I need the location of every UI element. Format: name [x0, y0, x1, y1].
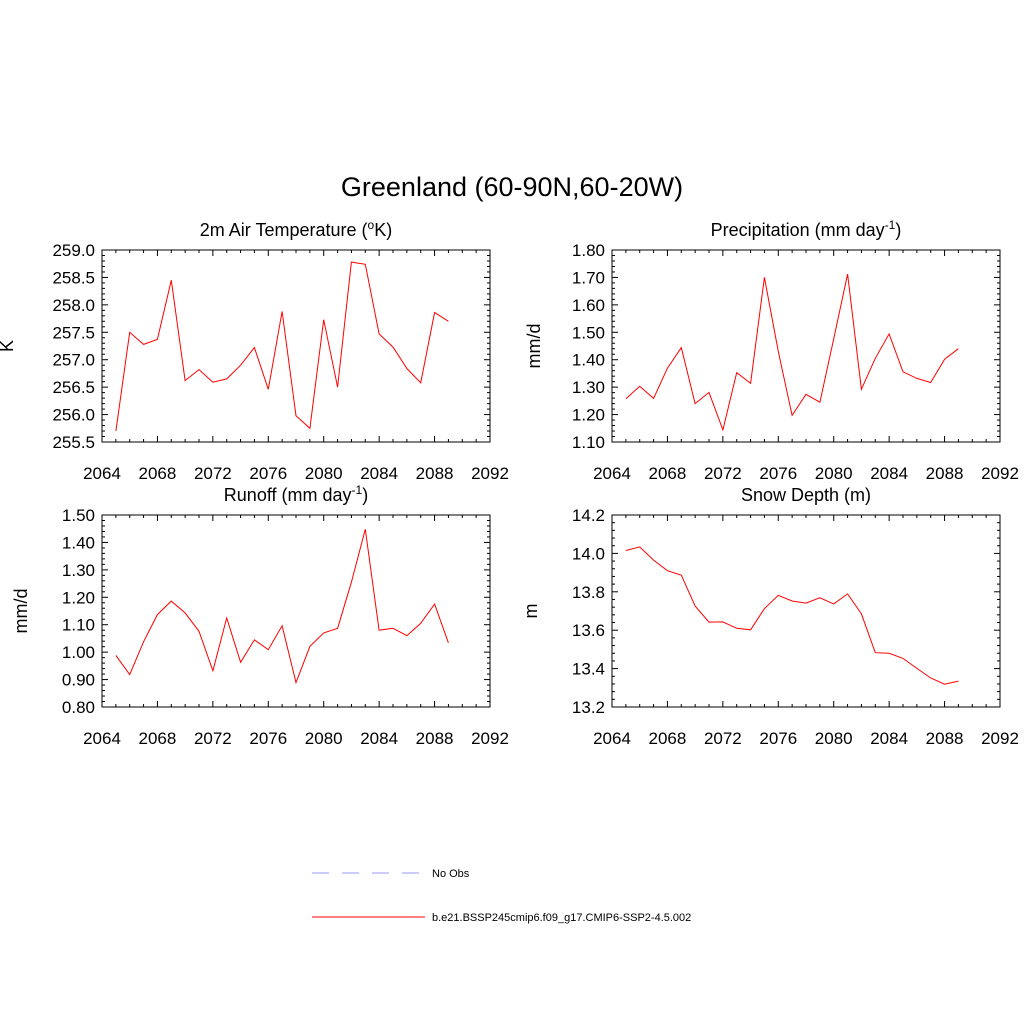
plot-frame	[611, 514, 1001, 708]
x-tick-label: 2064	[83, 729, 121, 748]
legend-entry: b.e21.BSSP245cmip6.f09_g17.CMIP6-SSP2-4.…	[312, 912, 691, 924]
y-axis-label: K	[0, 340, 17, 352]
y-tick-label: 256.5	[52, 378, 95, 397]
x-tick-label: 2084	[870, 464, 908, 483]
y-tick-label: 1.20	[62, 588, 95, 607]
chart-panel-snow: Snow Depth (m) 2064 2068 2072 2076 2080 2084 20…	[521, 485, 1019, 748]
x-tick-label: 2076	[249, 464, 287, 483]
y-tick-label: 14.2	[572, 506, 605, 525]
panel-title: Precipitation (mm day-1)	[711, 218, 902, 240]
y-tick-label: 13.6	[572, 621, 605, 640]
y-tick-label: 1.30	[62, 561, 95, 580]
x-tick-label: 2076	[759, 729, 797, 748]
y-tick-label: 255.5	[52, 433, 95, 452]
x-tick-label: 2092	[981, 729, 1019, 748]
series-line	[625, 546, 959, 685]
x-tick-label: 2064	[593, 729, 631, 748]
y-axis-label: mm/d	[524, 324, 544, 369]
y-tick-label: 1.50	[62, 506, 95, 525]
y-axis-label: mm/d	[11, 589, 31, 634]
x-tick-label: 2084	[360, 729, 398, 748]
series-line	[115, 261, 449, 432]
y-tick-label: 1.10	[62, 616, 95, 635]
y-tick-label: 259.0	[52, 241, 95, 260]
chart-panels: 2m Air Temperature (oK) 2064 2068 2072 2076 2…	[0, 218, 1019, 748]
y-tick-label: 0.80	[62, 698, 95, 717]
y-tick-label: 257.5	[52, 323, 95, 342]
y-tick-label: 1.50	[572, 323, 605, 342]
legend: No Obs b.e21.BSSP245cmip6.f09_g17.CMIP6-S…	[312, 868, 691, 924]
x-tick-label: 2084	[360, 464, 398, 483]
y-tick-label: 1.70	[572, 268, 605, 287]
x-tick-label: 2088	[416, 729, 454, 748]
x-tick-label: 2092	[981, 464, 1019, 483]
x-tick-label: 2064	[593, 464, 631, 483]
x-tick-label: 2088	[926, 464, 964, 483]
x-tick-label: 2088	[416, 464, 454, 483]
x-tick-label: 2076	[249, 729, 287, 748]
y-tick-label: 1.20	[572, 406, 605, 425]
y-tick-label: 1.60	[572, 296, 605, 315]
y-tick-label: 256.0	[52, 406, 95, 425]
x-tick-label: 2068	[649, 729, 687, 748]
panel-title: 2m Air Temperature (oK)	[200, 218, 392, 240]
x-tick-label: 2068	[139, 729, 177, 748]
y-tick-label: 13.8	[572, 583, 605, 602]
y-tick-label: 1.10	[572, 433, 605, 452]
x-tick-label: 2076	[759, 464, 797, 483]
x-tick-label: 2080	[815, 729, 853, 748]
legend-label: b.e21.BSSP245cmip6.f09_g17.CMIP6-SSP2-4.…	[432, 912, 691, 924]
y-axis-label: m	[521, 604, 541, 619]
y-tick-label: 1.40	[62, 533, 95, 552]
x-tick-label: 2084	[870, 729, 908, 748]
y-tick-label: 258.0	[52, 296, 95, 315]
y-tick-label: 14.0	[572, 544, 605, 563]
x-tick-label: 2088	[926, 729, 964, 748]
chart-panel-precip: Precipitation (mm day-1) 2064 2068 2072 2076…	[524, 218, 1019, 483]
series-line	[625, 273, 959, 432]
figure-title: Greenland (60-90N,60-20W)	[341, 172, 683, 202]
x-tick-label: 2064	[83, 464, 121, 483]
y-tick-label: 13.2	[572, 698, 605, 717]
y-tick-label: 1.80	[572, 241, 605, 260]
legend-label: No Obs	[432, 868, 470, 880]
panel-title: Snow Depth (m)	[741, 485, 871, 505]
x-tick-label: 2068	[649, 464, 687, 483]
panel-title: Runoff (mm day-1)	[224, 483, 368, 505]
x-tick-label: 2068	[139, 464, 177, 483]
y-tick-label: 258.5	[52, 268, 95, 287]
y-tick-label: 1.40	[572, 351, 605, 370]
x-tick-label: 2092	[471, 729, 509, 748]
x-tick-label: 2072	[704, 729, 742, 748]
series-line	[115, 529, 449, 685]
y-tick-label: 1.00	[62, 643, 95, 662]
x-tick-label: 2080	[305, 464, 343, 483]
chart-panel-temp: 2m Air Temperature (oK) 2064 2068 2072 2076 2…	[0, 218, 509, 483]
y-tick-label: 13.4	[572, 660, 605, 679]
y-tick-label: 257.0	[52, 351, 95, 370]
x-tick-label: 2072	[194, 464, 232, 483]
x-tick-label: 2080	[815, 464, 853, 483]
y-tick-label: 1.30	[572, 378, 605, 397]
x-tick-label: 2092	[471, 464, 509, 483]
plot-frame	[611, 249, 1001, 443]
legend-entry: No Obs	[312, 868, 470, 880]
x-tick-label: 2072	[194, 729, 232, 748]
plot-frame	[101, 514, 491, 708]
chart-panel-runoff: Runoff (mm day-1) 2064 2068 2072 2076 2080 208…	[11, 483, 509, 748]
x-tick-label: 2072	[704, 464, 742, 483]
y-tick-label: 0.90	[62, 671, 95, 690]
x-tick-label: 2080	[305, 729, 343, 748]
